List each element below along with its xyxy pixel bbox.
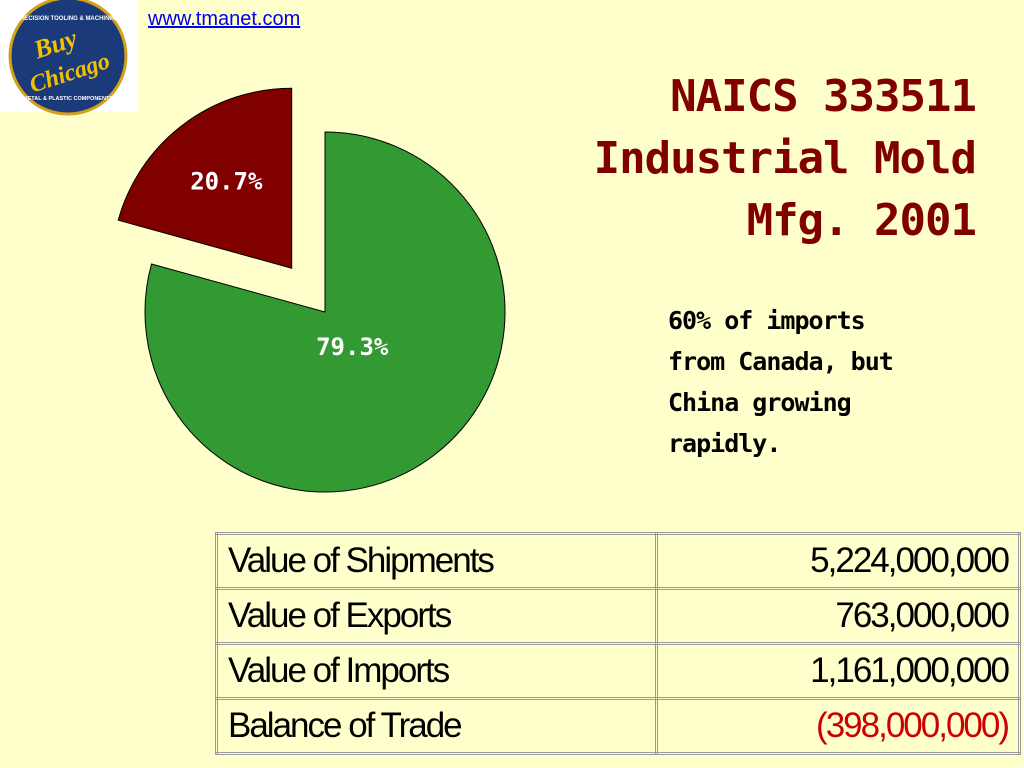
- label-cell: Balance of Trade: [215, 697, 658, 755]
- label-cell: Value of Imports: [215, 642, 658, 700]
- table-row: Value of Exports 763,000,000: [215, 587, 1021, 645]
- slice-label: 79.3%: [316, 333, 389, 361]
- link[interactable]: www.tmanet.com: [148, 8, 301, 30]
- data-table: Value of Shipments 5,224,000,000 Value of …: [215, 532, 1021, 755]
- table-row: Value of Shipments 5,224,000,000: [215, 532, 1021, 590]
- value-cell: 763,000,000: [655, 587, 1021, 645]
- pie-slice: [144, 131, 506, 493]
- chart: PRECISION TOOLING & MACHINING Buy Chicag…: [0, 0, 506, 493]
- slide-title: NAICS 333511 Industrial Mold Mfg. 2001: [593, 71, 977, 246]
- logo-top: PRECISION TOOLING & MACHINING: [16, 16, 121, 22]
- logo-badge: [8, 0, 128, 116]
- logo: PRECISION TOOLING & MACHINING Buy Chicag…: [0, 0, 138, 116]
- pie-slice: [117, 87, 293, 269]
- table-row: Value of Imports 1,161,000,000: [215, 642, 1021, 700]
- table-row: Balance of Trade (398,000,000): [215, 697, 1021, 755]
- slice-label: 20.7%: [190, 167, 263, 195]
- logo-bottom: METAL & PLASTIC COMPONENTS: [23, 96, 113, 102]
- note: 60% of imports from Canada, but China gr…: [668, 306, 894, 458]
- label-cell: Value of Exports: [215, 587, 658, 645]
- value-cell: 1,161,000,000: [655, 642, 1021, 700]
- value-cell: (398,000,000): [655, 697, 1021, 755]
- label-cell: Value of Shipments: [215, 532, 658, 590]
- value-cell: 5,224,000,000: [655, 532, 1021, 590]
